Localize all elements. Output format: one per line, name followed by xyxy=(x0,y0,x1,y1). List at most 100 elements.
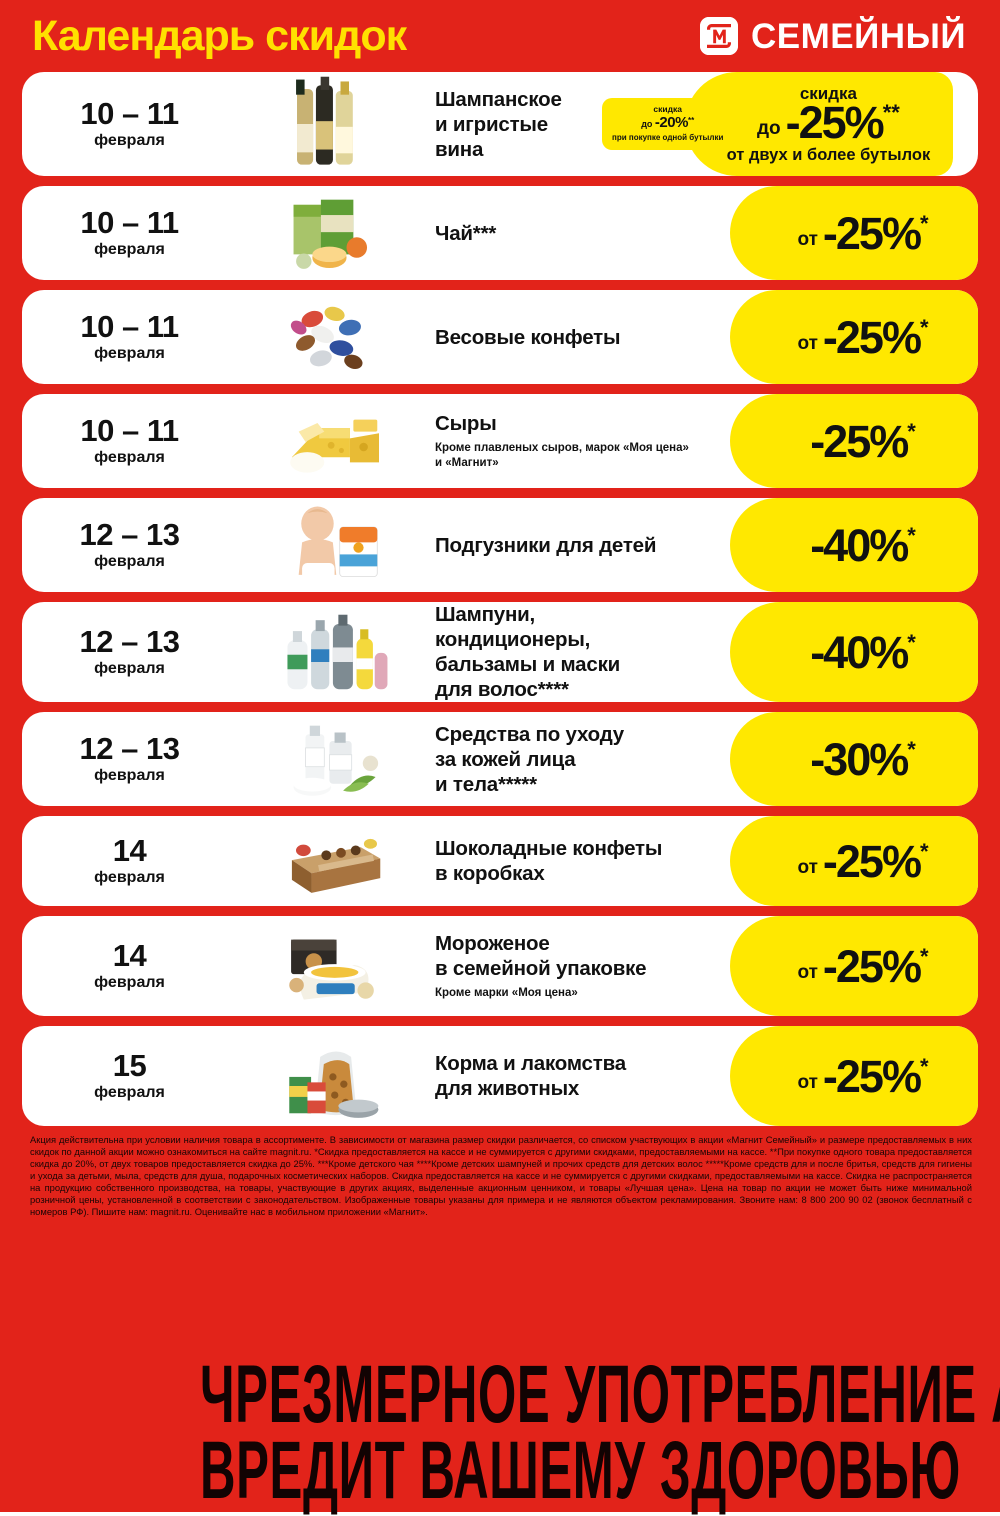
offer-date-days: 15 xyxy=(112,1047,147,1083)
wrapped-candies-icon xyxy=(237,290,427,384)
alcohol-warning-line-1: ЧРЕЗМЕРНОЕ УПОТРЕБЛЕНИЕ АЛКОГОЛЯ xyxy=(200,1349,1000,1441)
discount-prefix: от xyxy=(797,961,818,983)
discount-bottom-label: от двух и более бутылок xyxy=(726,145,931,164)
page-header: Календарь скидок СЕМЕЙНЫЙ xyxy=(0,0,1000,72)
discount-value-row: от -25% * xyxy=(797,944,928,989)
offer-row[interactable]: 12 – 13 февраля Средства по уходу за коже… xyxy=(22,712,978,806)
discount-badge[interactable]: -25% * xyxy=(730,394,978,488)
discount-footnote: * xyxy=(907,522,916,548)
discount-badge[interactable]: -30% * xyxy=(730,712,978,806)
secondary-discount-prefix: до xyxy=(641,119,655,130)
secondary-discount-condition: при покупке одной бутылки xyxy=(612,132,724,142)
pet-food-icon xyxy=(237,1026,427,1126)
champagne-bottles-icon xyxy=(237,72,427,176)
discount-badge[interactable]: от -25% * xyxy=(730,1026,978,1126)
discount-footnote: * xyxy=(919,210,929,236)
secondary-discount-label: скидка xyxy=(653,103,682,114)
discount-value-row: -40% * xyxy=(810,630,916,675)
offer-date-days: 12 – 13 xyxy=(79,516,180,552)
discount-prefix: от xyxy=(797,228,818,250)
discount-value: -25% xyxy=(822,207,922,259)
offer-date-month: февраля xyxy=(94,241,165,259)
offer-date-month: февраля xyxy=(94,660,165,678)
skincare-products-icon xyxy=(237,712,427,806)
offer-name-block: Сыры Кроме плавленых сыров, марок «Моя це… xyxy=(427,394,764,488)
secondary-discount-number: -20% xyxy=(654,114,689,132)
offer-date: 15 февраля xyxy=(22,1026,237,1126)
offer-row[interactable]: 15 февраля Корма и лакомства для животных… xyxy=(22,1026,978,1126)
offer-date: 14 февраля xyxy=(22,916,237,1016)
discount-value-row: от -25% * xyxy=(797,1054,928,1099)
offer-date: 10 – 11 февраля xyxy=(22,290,237,384)
discount-value-row: от -25% * xyxy=(797,315,928,360)
discount-badge[interactable]: скидка до -25% ** от двух и более бутылок xyxy=(685,72,954,176)
offer-note: Кроме марки «Моя цена» xyxy=(435,987,578,1000)
brand-name: СЕМЕЙНЫЙ xyxy=(751,16,966,56)
offer-name: Весовые конфеты xyxy=(435,325,621,349)
offer-date-days: 10 – 11 xyxy=(80,308,179,344)
offer-name-block: Подгузники для детей xyxy=(427,498,764,592)
offer-row[interactable]: 14 февраля Шоколадные конфеты в коробках о… xyxy=(22,816,978,906)
offer-row[interactable]: 10 – 11 февраля Сыры Кроме плавленых сыров… xyxy=(22,394,978,488)
offer-date-days: 12 – 13 xyxy=(79,730,180,766)
discount-value-row: от -25% * xyxy=(797,839,928,884)
discount-footnote: * xyxy=(919,1053,929,1079)
offer-date-month: февраля xyxy=(94,869,165,887)
shampoo-bottles-icon xyxy=(237,602,427,702)
discount-badge[interactable]: -40% * xyxy=(730,602,978,702)
offer-date-month: февраля xyxy=(94,1084,165,1102)
baby-diapers-icon xyxy=(237,498,427,592)
offer-name: Сыры xyxy=(435,412,497,436)
discount-value-row: -40% * xyxy=(810,523,916,568)
discount-footnote: * xyxy=(907,418,916,444)
offer-row[interactable]: 10 – 11 февраля Шампанское и игристые вин… xyxy=(22,72,978,176)
offer-name-block: Корма и лакомства для животных xyxy=(427,1026,764,1126)
offer-row[interactable]: 10 – 11 февраля Чай*** от -25% * xyxy=(22,186,978,280)
discount-value: -25% xyxy=(822,311,922,363)
discount-footnote: * xyxy=(907,629,916,655)
discount-value-row: до -25% ** xyxy=(757,100,900,145)
discount-value-row: от -25% * xyxy=(797,211,928,256)
offer-name: Корма и лакомства для животных xyxy=(435,1052,626,1100)
secondary-discount-badge: скидка до -20%** при покупке одной бутылки xyxy=(602,97,734,151)
offer-name: Средства по уходу за кожей лица и тела**… xyxy=(435,722,624,796)
offer-row[interactable]: 12 – 13 февраля Подгузники для детей -40% * xyxy=(22,498,978,592)
offer-date: 10 – 11 февраля xyxy=(22,186,237,280)
discount-badge[interactable]: от -25% * xyxy=(730,186,978,280)
secondary-discount-footnote: ** xyxy=(687,116,695,126)
offer-name: Шампанское и игристые вина xyxy=(435,87,562,161)
offer-row[interactable]: 12 – 13 февраля Шампуни, кондиционеры, ба… xyxy=(22,602,978,702)
discount-top-label: скидка xyxy=(799,83,857,103)
discount-badge[interactable]: от -25% * xyxy=(730,916,978,1016)
page-title: Календарь скидок xyxy=(32,11,407,60)
chocolate-box-icon xyxy=(237,816,427,906)
discount-prefix: до xyxy=(756,117,781,139)
offer-date: 10 – 11 февраля xyxy=(22,72,237,176)
offer-name: Мороженое в семейной упаковке xyxy=(435,932,647,981)
offer-name-block: Чай*** xyxy=(427,186,764,280)
offer-date: 10 – 11 февраля xyxy=(22,394,237,488)
discount-prefix: от xyxy=(797,856,818,878)
offer-date-days: 10 – 11 xyxy=(80,95,179,131)
discount-footnote: ** xyxy=(882,99,900,125)
discount-badge[interactable]: -40% * xyxy=(730,498,978,592)
offer-row[interactable]: 14 февраля Мороженое в семейной упаковке К… xyxy=(22,916,978,1016)
offer-note: Кроме плавленых сыров, марок «Моя цена» … xyxy=(435,442,689,469)
discount-badge[interactable]: от -25% * xyxy=(730,816,978,906)
alcohol-warning-line-2: ВРЕДИТ ВАШЕМУ ЗДОРОВЬЮ xyxy=(200,1424,961,1516)
offer-name-block: Весовые конфеты xyxy=(427,290,764,384)
discount-value: -25% xyxy=(822,835,922,887)
discount-footnote: * xyxy=(907,736,916,762)
offer-date-month: февраля xyxy=(94,553,165,571)
offer-date-month: февраля xyxy=(94,132,165,150)
discount-value: -40% xyxy=(810,519,909,571)
discount-prefix: от xyxy=(797,1071,818,1093)
discount-value: -25% xyxy=(822,1050,922,1102)
discount-prefix: от xyxy=(797,332,818,354)
discount-value: -25% xyxy=(785,96,885,148)
offer-row[interactable]: 10 – 11 февраля Весовые конфеты от -25% * xyxy=(22,290,978,384)
offer-date: 14 февраля xyxy=(22,816,237,906)
offer-name-block: Средства по уходу за кожей лица и тела**… xyxy=(427,712,764,806)
discount-badge[interactable]: от -25% * xyxy=(730,290,978,384)
offer-name-block: Мороженое в семейной упаковке Кроме марки… xyxy=(427,916,764,1016)
